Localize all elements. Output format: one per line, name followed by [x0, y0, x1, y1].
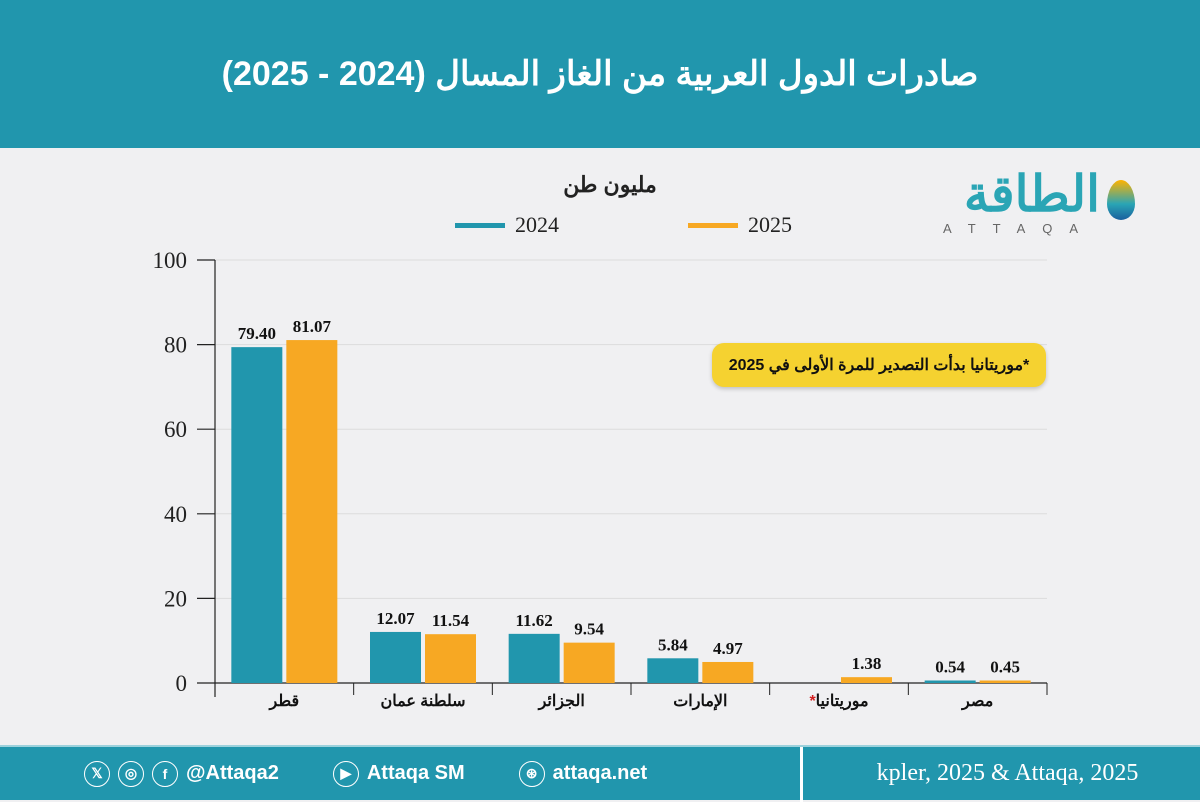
data-label: 11.62: [516, 611, 553, 630]
bar-2025: [702, 661, 754, 683]
asterisk-mark: *: [809, 693, 816, 710]
y-tick-label: 80: [164, 333, 187, 358]
data-label: 81.07: [293, 317, 332, 336]
facebook-icon[interactable]: f: [152, 760, 178, 787]
legend-swatch: [455, 222, 505, 228]
legend-swatch: [688, 222, 738, 228]
social-handle[interactable]: @Attaqa2: [186, 762, 279, 784]
logo-latin: ATTAQA: [943, 221, 1096, 236]
y-tick-label: 0: [176, 671, 188, 696]
legend-label: 2025: [748, 212, 792, 237]
legend-label: 2024: [515, 212, 559, 237]
bar-2025: [563, 642, 615, 683]
dribbble-globe-icon[interactable]: ⊛: [518, 760, 545, 787]
data-label: 12.07: [376, 609, 415, 628]
data-label: 1.38: [852, 654, 882, 673]
data-label: 0.45: [990, 658, 1020, 677]
bar-2024: [231, 347, 283, 683]
footer: 𝕏 ◎ f @Attaqa2 ▶ Attaqa SM ⊛ attaqa.net …: [0, 745, 1200, 802]
category-label: موريتانيا*: [809, 693, 868, 711]
bar-2025: [425, 634, 476, 683]
bar-chart: 0 20 40 60 80 100 قطر 79.40 81.07 سلطنة عمان 12.07…: [153, 248, 1048, 711]
drop-icon: [1107, 180, 1135, 220]
instagram-icon[interactable]: ◎: [118, 760, 144, 787]
logo-arabic: الطاقة: [963, 166, 1100, 222]
bar-2025: [841, 677, 892, 683]
category-label: سلطنة عمان: [380, 693, 465, 710]
y-axis-unit: مليون طن: [563, 172, 657, 197]
annotation-note: *موريتانيا بدأت التصدير للمرة الأولى في …: [712, 343, 1046, 387]
bar-2024: [924, 680, 976, 683]
bar-2025: [286, 340, 338, 683]
category-label: مصر: [961, 693, 993, 711]
youtube-channel[interactable]: Attaqa SM: [366, 762, 465, 784]
data-label: 9.54: [574, 620, 604, 639]
page-title: صادرات الدول العربية من الغاز المسال (20…: [221, 55, 979, 93]
category-label: الإمارات: [673, 693, 727, 711]
bar-2025: [979, 680, 1031, 683]
data-label: 0.54: [935, 658, 965, 677]
y-tick-label: 60: [164, 417, 187, 442]
x-icon[interactable]: 𝕏: [84, 760, 110, 787]
source-text: kpler, 2025 & Attaqa, 2025: [876, 760, 1139, 786]
footer-divider: [800, 747, 803, 802]
data-label: 5.84: [658, 635, 688, 654]
legend-item-2024: 2024: [455, 212, 559, 238]
data-label: 11.54: [432, 611, 470, 630]
bar-2024: [508, 633, 560, 683]
attaqa-logo: الطاقة ATTAQA: [935, 165, 1145, 245]
bar-2024: [647, 658, 699, 683]
header: صادرات الدول العربية من الغاز المسال (20…: [0, 0, 1200, 148]
y-tick-label: 20: [164, 586, 187, 611]
legend-item-2025: 2025: [688, 212, 792, 238]
category-label: قطر: [269, 693, 300, 711]
y-tick-label: 100: [153, 248, 188, 273]
category-label: الجزائر: [538, 693, 585, 711]
y-tick-label: 40: [164, 502, 187, 527]
website-link[interactable]: attaqa.net: [552, 762, 648, 784]
bar-2024: [370, 631, 421, 683]
youtube-icon[interactable]: ▶: [332, 760, 359, 787]
data-label: 79.40: [238, 324, 276, 343]
data-label: 4.97: [713, 639, 743, 658]
